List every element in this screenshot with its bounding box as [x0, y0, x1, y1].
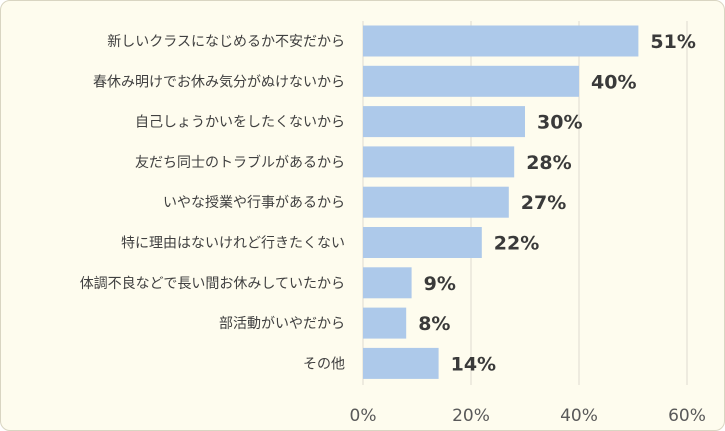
- value-label: 30%: [537, 112, 582, 134]
- bar: [363, 106, 525, 138]
- x-tick-label: 0%: [350, 406, 377, 426]
- category-label: いやな授業や行事があるから: [163, 195, 345, 211]
- category-label: 友だち同士のトラブルがあるから: [135, 154, 345, 171]
- value-label: 51%: [650, 31, 695, 53]
- value-label: 27%: [521, 192, 566, 214]
- bar: [363, 227, 482, 258]
- value-label: 9%: [424, 273, 456, 295]
- x-tick-label: 40%: [560, 406, 598, 426]
- bar: [363, 146, 515, 178]
- x-tick-label: 60%: [668, 406, 706, 426]
- category-label: 自己しょうかいをしたくないから: [135, 115, 345, 131]
- category-label: 春休み明けでお休み気分がぬけないから: [93, 74, 345, 90]
- category-label: 特に理由はないけれど行きたくない: [121, 236, 345, 252]
- value-label: 14%: [451, 353, 496, 375]
- value-label: 8%: [418, 313, 450, 335]
- value-label: 28%: [526, 152, 571, 174]
- category-label: 体調不良などで長い間お休みしていたから: [80, 276, 345, 292]
- value-label: 40%: [591, 71, 636, 93]
- category-label: 新しいクラスになじめるか不安だから: [107, 34, 345, 50]
- category-label: 部活動がいやだから: [219, 316, 345, 332]
- bar: [363, 267, 412, 299]
- value-label: 22%: [494, 233, 539, 255]
- bar: [363, 25, 639, 57]
- x-tick-label: 20%: [452, 406, 490, 426]
- category-label: その他: [303, 356, 345, 372]
- bar: [363, 186, 509, 218]
- bar: [363, 65, 579, 97]
- bar: [363, 307, 407, 339]
- bar: [363, 347, 439, 379]
